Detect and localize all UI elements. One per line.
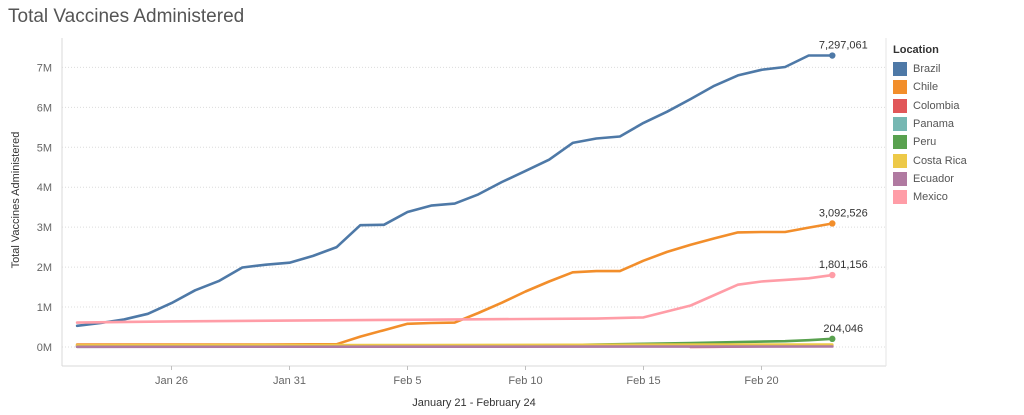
y-tick-label: 0M <box>37 342 52 354</box>
legend-item[interactable]: Mexico <box>893 188 1018 206</box>
series-line-costa-rica <box>75 343 834 347</box>
legend-swatch <box>893 98 907 113</box>
x-tick-label: Jan 31 <box>273 375 306 387</box>
legend-label: Brazil <box>913 63 941 76</box>
x-tick-label: Feb 5 <box>393 375 421 387</box>
y-tick-label: 7M <box>37 62 52 74</box>
legend-swatch <box>893 117 907 132</box>
series-line-mexico <box>75 273 834 324</box>
y-tick-label: 4M <box>37 182 52 194</box>
x-tick-label: Feb 15 <box>626 375 660 387</box>
chart-title: Total Vaccines Administered <box>8 6 245 27</box>
x-tick-label: Jan 26 <box>155 375 188 387</box>
legend: Location Brazil Chile Colombia Panama Peru Co… <box>893 44 1018 206</box>
legend-items: Brazil Chile Colombia Panama Peru Costa Rica E… <box>893 60 1018 206</box>
x-axis-title: January 21 - February 24 <box>412 397 536 409</box>
end-point-marker <box>829 271 836 279</box>
end-labels: 7,297,061 3,092,526 204,046 1,801,156 <box>819 40 868 335</box>
end-value-label: 1,801,156 <box>819 259 868 271</box>
y-tick-label: 1M <box>37 302 52 314</box>
legend-label: Panama <box>913 118 954 131</box>
y-tick-label: 3M <box>37 222 52 234</box>
end-value-label: 3,092,526 <box>819 207 868 219</box>
legend-swatch <box>893 171 907 186</box>
end-value-label: 204,046 <box>823 323 863 335</box>
x-tick-label: Feb 20 <box>744 375 778 387</box>
legend-label: Chile <box>913 81 939 94</box>
series-line-chile <box>75 222 834 346</box>
legend-label: Peru <box>913 136 937 149</box>
legend-swatch <box>893 153 907 168</box>
y-tick-label: 5M <box>37 142 52 154</box>
legend-item[interactable]: Panama <box>893 115 1018 133</box>
y-axis-title: Total Vaccines Administered <box>10 132 22 269</box>
legend-swatch <box>893 190 907 205</box>
legend-label: Colombia <box>913 99 960 112</box>
series-lines <box>75 52 836 349</box>
legend-title: Location <box>893 44 939 56</box>
legend-swatch <box>893 80 907 95</box>
legend-item[interactable]: Colombia <box>893 97 1018 115</box>
legend-item[interactable]: Ecuador <box>893 170 1018 188</box>
legend-label: Ecuador <box>913 172 954 185</box>
legend-swatch <box>893 135 907 150</box>
legend-swatch <box>893 62 907 77</box>
legend-item[interactable]: Chile <box>893 78 1018 96</box>
legend-label: Mexico <box>913 191 948 204</box>
legend-item[interactable]: Peru <box>893 133 1018 151</box>
y-tick-label: 6M <box>37 102 52 114</box>
x-tick-label: Feb 10 <box>508 375 542 387</box>
end-point-marker <box>829 335 836 343</box>
series-line-brazil <box>75 54 834 328</box>
end-point-marker <box>829 52 836 59</box>
end-point-marker <box>829 220 836 227</box>
legend-item[interactable]: Costa Rica <box>893 151 1018 169</box>
end-value-label: 7,297,061 <box>819 40 868 52</box>
legend-label: Costa Rica <box>913 154 967 167</box>
gridlines <box>62 66 886 348</box>
y-tick-label: 2M <box>37 262 52 274</box>
axes: 0M 1M 2M 3M 4M 5M 6M 7M Jan 26 Jan 31 Feb 5 Feb 10 F… <box>10 38 887 409</box>
legend-item[interactable]: Brazil <box>893 60 1018 78</box>
